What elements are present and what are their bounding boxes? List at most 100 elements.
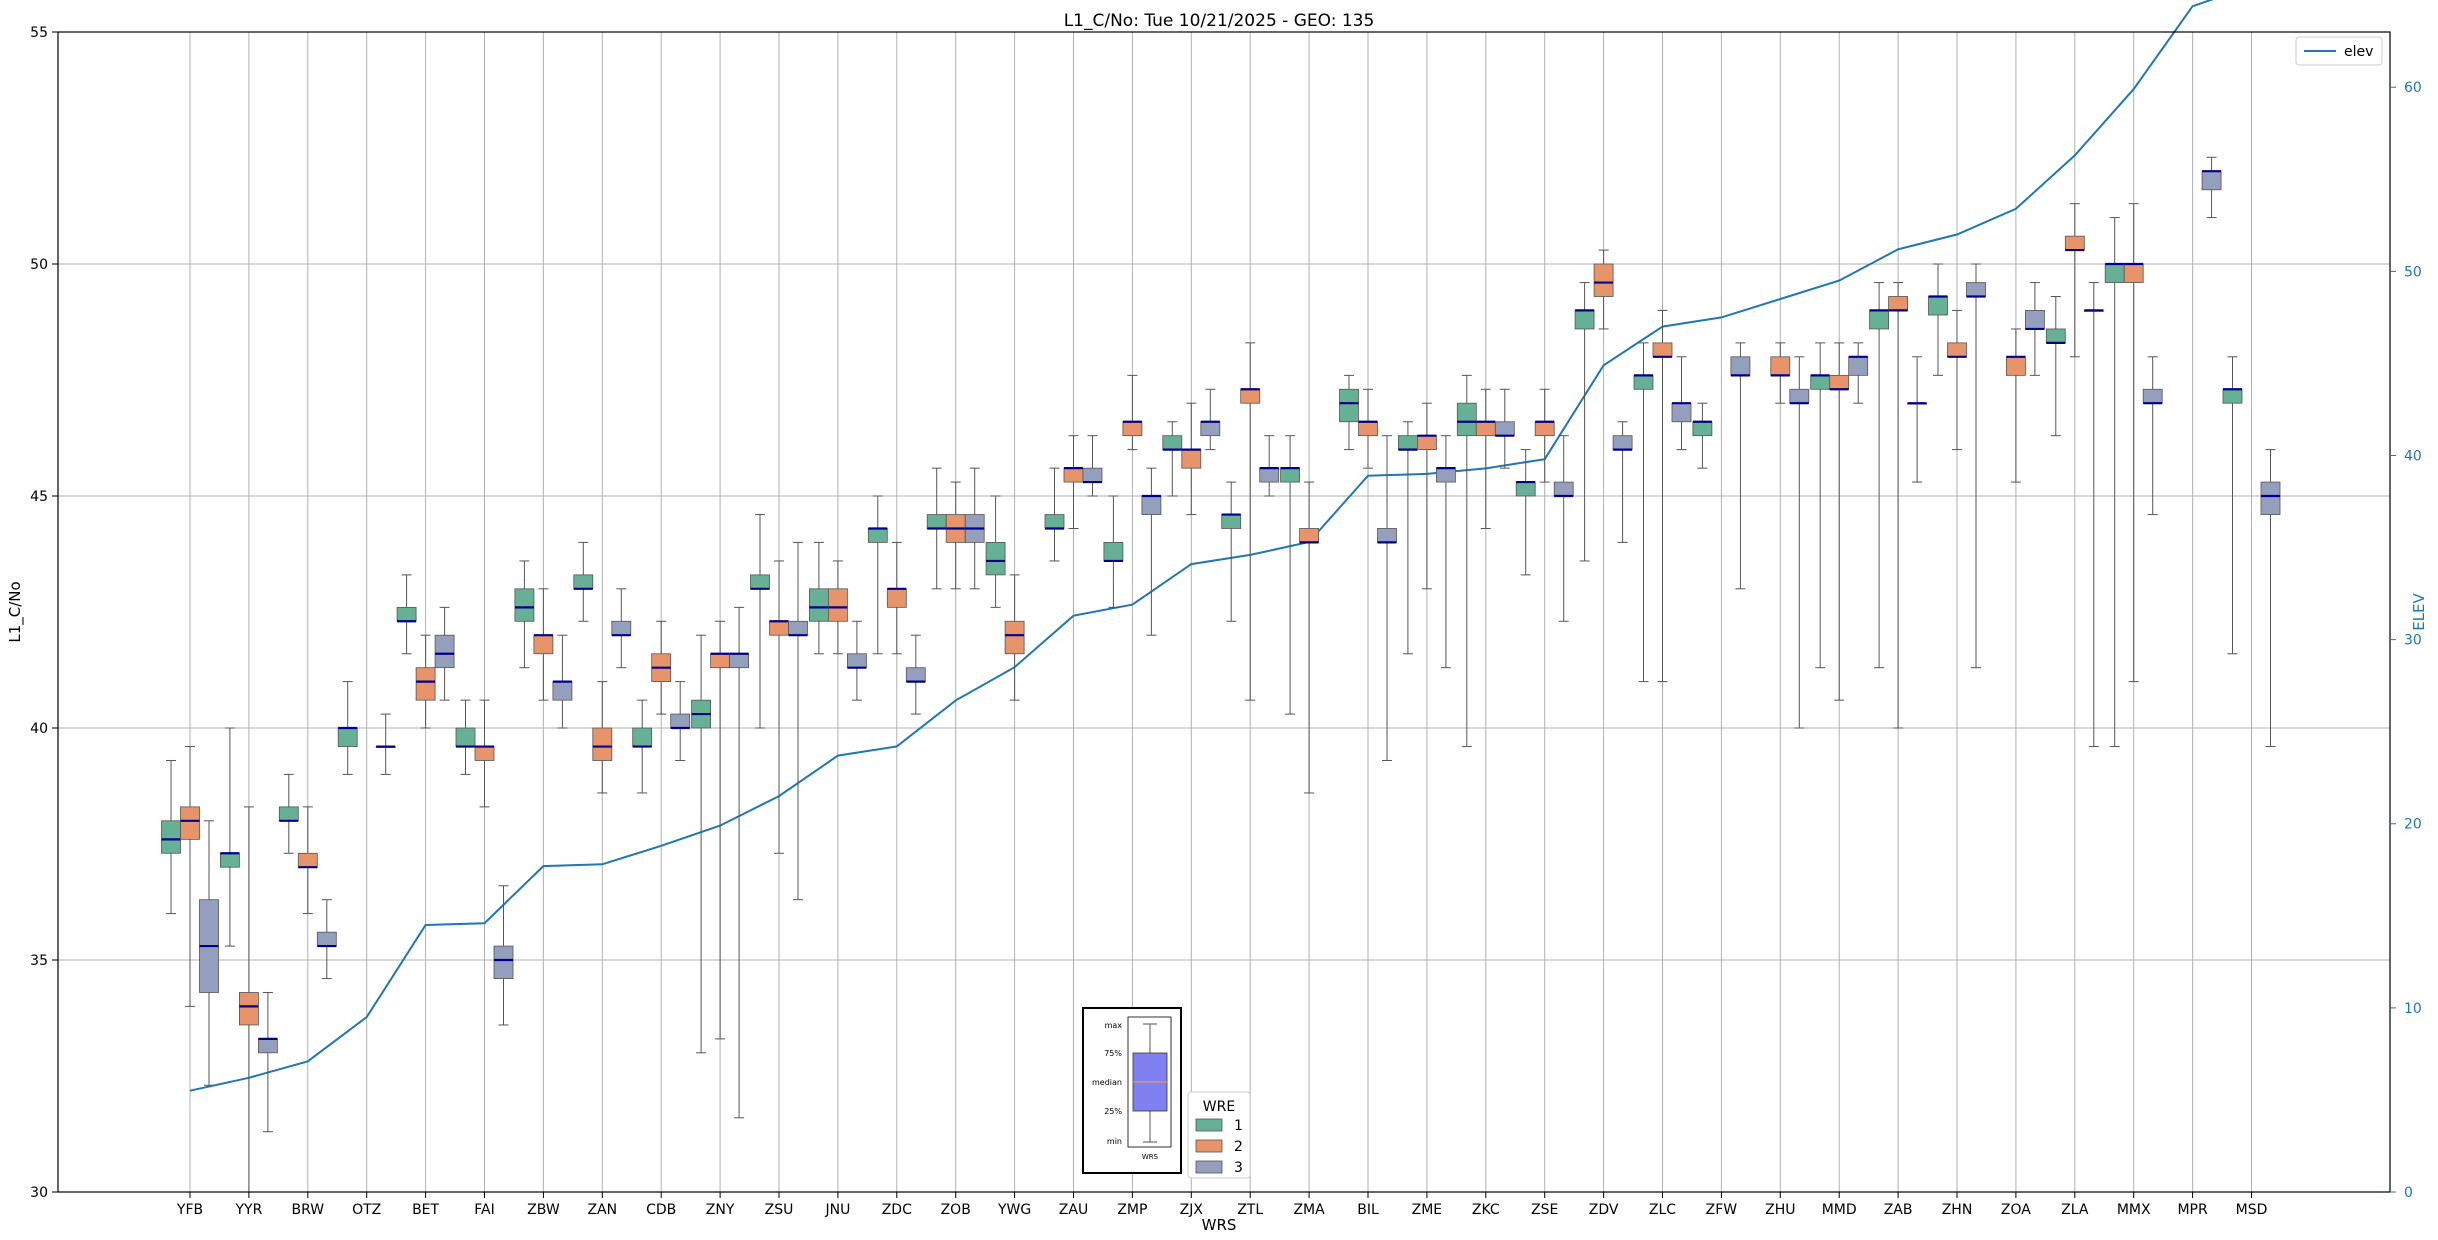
box-iqr — [297, 852, 318, 868]
box-wre3-zkc — [1494, 388, 1515, 469]
box-wre2-zhn — [1947, 309, 1967, 451]
box-wre3-ztl — [1259, 435, 1280, 497]
box-iqr — [632, 727, 653, 747]
box-iqr — [2142, 388, 2163, 404]
box-wre1-zmp — [1103, 495, 1124, 608]
y2-tick-label: 0 — [2404, 1185, 2413, 1201]
box-wre2-ztl — [1240, 342, 1261, 701]
x-tick-label: ZMA — [1293, 1202, 1325, 1218]
box-wre2-zse — [1534, 388, 1555, 483]
box-iqr — [434, 634, 455, 669]
x-tick-label: MPR — [2177, 1202, 2208, 1218]
box-iqr — [1122, 421, 1143, 437]
box-wre1-zan — [573, 541, 594, 622]
box-iqr — [1633, 374, 1654, 390]
box-iqr — [219, 852, 240, 868]
wre-legend-label-3: 3 — [1234, 1160, 1243, 1176]
x-tick-label: ZHU — [1765, 1202, 1795, 1218]
box-wre1-bil — [1339, 374, 1359, 451]
box-iqr — [1377, 528, 1397, 543]
wre-legend-title: WRE — [1203, 1099, 1235, 1115]
x-tick-label: BRW — [291, 1202, 324, 1218]
x-tick-label: MSD — [2236, 1202, 2268, 1218]
x-tick-label: MMD — [1822, 1202, 1857, 1218]
box-wre1-mmx — [2104, 217, 2125, 748]
box-wre2-yfb — [180, 746, 200, 1007]
box-wre3-zab — [1907, 356, 1927, 483]
box-wre2-zlc — [1652, 309, 1673, 683]
box-iqr — [2045, 328, 2066, 344]
x-tick-label: ZSU — [765, 1202, 794, 1218]
box-iqr — [1358, 421, 1378, 437]
box-wre3-zau — [1082, 435, 1103, 497]
box-iqr — [1534, 421, 1555, 437]
box-wre1-zkc — [1456, 374, 1477, 748]
box-iqr — [1947, 342, 1967, 358]
box-iqr — [1475, 421, 1496, 437]
box-wre3-mmx — [2142, 356, 2163, 516]
box-wre1-zfw — [1692, 402, 1713, 469]
box-iqr — [161, 820, 181, 854]
box-key-label-median: median — [1092, 1078, 1122, 1087]
box-wre1-jnu — [809, 541, 829, 655]
box-iqr — [493, 945, 514, 979]
wre-legend-label-2: 2 — [1234, 1139, 1243, 1155]
box-iqr — [1280, 467, 1300, 483]
box-iqr — [1082, 467, 1103, 483]
box-wre3-otz — [375, 713, 396, 775]
box-wre1-yfb — [161, 759, 181, 915]
x-axis-label: WRS — [1202, 1216, 1237, 1234]
box-wre3-zla — [2083, 282, 2104, 748]
box-wre3-bet — [434, 606, 455, 701]
x-tick-label: ZLA — [2061, 1202, 2089, 1218]
box-wre3-zan — [611, 588, 632, 669]
y-tick-label: 45 — [30, 489, 48, 505]
box-iqr — [926, 514, 947, 529]
box-iqr — [415, 667, 436, 701]
box-wre1-zob — [926, 467, 947, 590]
box-iqr — [769, 620, 789, 636]
box-iqr — [1810, 374, 1831, 390]
x-tick-label: ZOA — [2001, 1202, 2031, 1218]
box-wre1-zse — [1515, 449, 1536, 576]
box-iqr — [1888, 296, 1908, 311]
box-wre3-yyr — [257, 991, 278, 1133]
box-key-label-min: min — [1107, 1137, 1122, 1146]
box-wre1-bet — [396, 574, 417, 655]
box-key-label-25: 25% — [1104, 1107, 1122, 1116]
box-wre1-zhn — [1928, 263, 1948, 376]
box-iqr — [1004, 620, 1025, 655]
box-wre3-mmd — [1848, 342, 1869, 404]
box-wre2-bet — [415, 634, 436, 729]
box-wre2-zdv — [1593, 249, 1614, 330]
x-tick-label: MMX — [2117, 1202, 2151, 1218]
box-iqr — [180, 806, 200, 840]
y-tick-label: 50 — [30, 257, 48, 273]
x-tick-label: ZTL — [1237, 1202, 1263, 1218]
box-wre1-mmd — [1810, 342, 1831, 669]
box-iqr — [2006, 356, 2026, 376]
box-iqr — [552, 681, 573, 701]
box-iqr — [316, 931, 337, 947]
box-wre2-zau — [1063, 435, 1084, 529]
box-iqr — [1259, 467, 1280, 483]
box-wre1-zlc — [1633, 342, 1654, 683]
box-wre3-zjx — [1200, 388, 1221, 451]
x-tick-label: ZAN — [587, 1202, 617, 1218]
box-iqr — [2025, 309, 2045, 330]
box-iqr — [238, 992, 259, 1026]
box-iqr — [1574, 309, 1595, 330]
box-iqr — [710, 653, 730, 669]
box-iqr — [2260, 481, 2281, 515]
x-tick-label: OTZ — [352, 1202, 381, 1218]
box-wre2-zmp — [1122, 374, 1143, 451]
wre-legend: WRE 1 2 3 — [1187, 1091, 1251, 1179]
wre-legend-label-1: 1 — [1234, 1118, 1243, 1134]
box-iqr — [750, 574, 770, 590]
box-wre3-zoa — [2025, 282, 2045, 376]
box-wre1-zsu — [750, 514, 770, 729]
box-wre2-zhu — [1770, 342, 1791, 404]
y-tick-label: 30 — [30, 1185, 48, 1201]
box-wre2-zny — [710, 620, 730, 1040]
box-wre2-zbw — [533, 588, 554, 701]
